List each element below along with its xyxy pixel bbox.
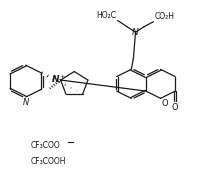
Text: CO₂H: CO₂H: [154, 12, 174, 21]
Text: N: N: [132, 28, 139, 37]
Text: CF₃COOH: CF₃COOH: [31, 157, 67, 166]
Text: O: O: [172, 102, 178, 112]
Text: HO₂C: HO₂C: [97, 10, 117, 20]
Text: +: +: [59, 74, 64, 79]
Text: CF₃COO: CF₃COO: [31, 141, 61, 150]
Text: O: O: [162, 99, 168, 108]
Text: N: N: [22, 98, 29, 107]
Text: N: N: [51, 75, 59, 84]
